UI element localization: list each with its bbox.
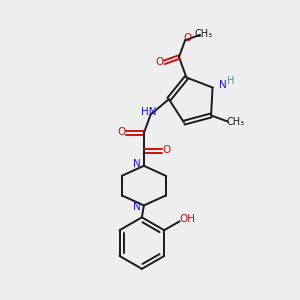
Text: N: N	[133, 202, 141, 212]
Text: O: O	[163, 145, 171, 155]
Text: CH₃: CH₃	[195, 29, 213, 39]
Text: H: H	[227, 76, 234, 85]
Text: N: N	[219, 80, 226, 89]
Text: O: O	[117, 127, 125, 137]
Text: OH: OH	[180, 214, 196, 224]
Text: O: O	[155, 57, 163, 68]
Text: O: O	[183, 33, 191, 43]
Text: N: N	[133, 159, 141, 169]
Text: HN: HN	[141, 106, 156, 116]
Text: CH₃: CH₃	[227, 116, 245, 127]
